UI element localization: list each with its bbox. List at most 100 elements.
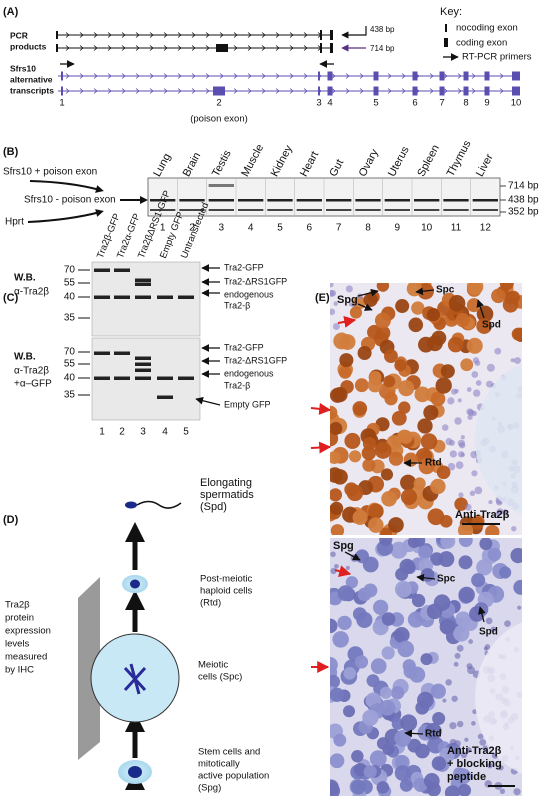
chevron <box>121 73 126 79</box>
chevron <box>191 32 196 38</box>
band <box>135 282 151 286</box>
label: Tra2-ΔRS1GFP <box>224 355 287 365</box>
label: 4 <box>248 223 254 234</box>
cell <box>449 450 457 458</box>
cell <box>470 450 478 459</box>
cell <box>362 709 379 726</box>
cell <box>510 547 522 564</box>
cell <box>468 639 473 644</box>
arrow <box>344 551 361 561</box>
chromosomes <box>123 663 147 695</box>
cell <box>330 567 337 575</box>
cell <box>382 742 395 756</box>
chevron <box>289 73 294 79</box>
key-noncoding <box>445 24 447 32</box>
exon <box>327 71 333 81</box>
chevron <box>429 73 434 79</box>
label: 2 <box>216 98 221 109</box>
cell <box>354 378 369 393</box>
label: active population <box>198 771 269 782</box>
label: (E) <box>315 292 330 304</box>
cell <box>380 468 394 481</box>
cell <box>399 778 413 792</box>
cell <box>384 349 398 363</box>
label: Empty GFP <box>224 399 271 409</box>
cell <box>337 585 354 602</box>
cell <box>390 686 405 700</box>
label: 10 <box>511 98 522 109</box>
cell <box>330 687 345 702</box>
label: (poison exon) <box>190 114 248 125</box>
cell <box>435 377 452 394</box>
label: 9 <box>484 98 489 109</box>
label: + blocking <box>447 758 502 770</box>
exon <box>412 86 418 96</box>
chevron <box>303 73 308 79</box>
cell <box>350 779 366 795</box>
chevron <box>177 73 182 79</box>
arrow <box>310 441 332 454</box>
label: Sfrs10 - poison exon <box>24 195 116 206</box>
label: 3 <box>140 427 146 438</box>
band <box>94 268 110 272</box>
cell <box>438 551 455 568</box>
cell <box>415 700 430 715</box>
cell <box>388 451 404 466</box>
cell <box>420 568 435 582</box>
cell <box>431 756 447 771</box>
chevron <box>471 73 476 79</box>
arrow <box>404 729 424 738</box>
cell <box>423 773 440 789</box>
cell <box>330 422 343 436</box>
cell <box>477 733 484 740</box>
label: Testis <box>210 148 234 179</box>
label: Sfrs10 + poison exon <box>3 167 97 178</box>
cell <box>476 559 493 576</box>
exon <box>330 43 333 53</box>
cell <box>485 617 493 625</box>
arrow <box>195 396 221 406</box>
label: cells (Spc) <box>198 672 242 683</box>
cell <box>447 336 464 353</box>
label: 7 <box>439 98 444 109</box>
label: Post-meiotic <box>200 574 253 585</box>
cell <box>354 655 369 669</box>
chevron <box>457 73 462 79</box>
cell <box>476 318 492 334</box>
chevron <box>289 88 294 94</box>
cell <box>513 579 522 595</box>
cell <box>362 436 377 451</box>
cell <box>397 640 415 658</box>
chevron <box>93 88 98 94</box>
label: 714 bp <box>370 44 395 53</box>
label: 2 <box>189 223 195 234</box>
label: spermatids <box>200 489 254 501</box>
cell <box>510 358 515 363</box>
cell <box>498 765 504 771</box>
cell <box>458 538 473 548</box>
band <box>114 351 130 355</box>
cell <box>394 765 411 781</box>
cell <box>343 705 356 718</box>
chevron <box>345 88 350 94</box>
cell <box>464 503 472 511</box>
label: 4 <box>327 98 332 109</box>
cell <box>430 552 444 566</box>
cell <box>447 462 456 471</box>
chevron <box>107 73 112 79</box>
cell <box>471 573 486 588</box>
cell <box>451 695 458 702</box>
chevron <box>65 73 70 79</box>
cell <box>399 558 415 575</box>
chevron <box>149 73 154 79</box>
cell <box>369 750 387 768</box>
chevron <box>177 45 182 51</box>
label: Tra2-GFP <box>224 262 264 272</box>
cell <box>475 380 482 386</box>
cell <box>351 303 356 308</box>
cell <box>431 330 447 346</box>
chevron <box>107 45 112 51</box>
cell <box>339 353 354 368</box>
cell <box>403 664 419 679</box>
